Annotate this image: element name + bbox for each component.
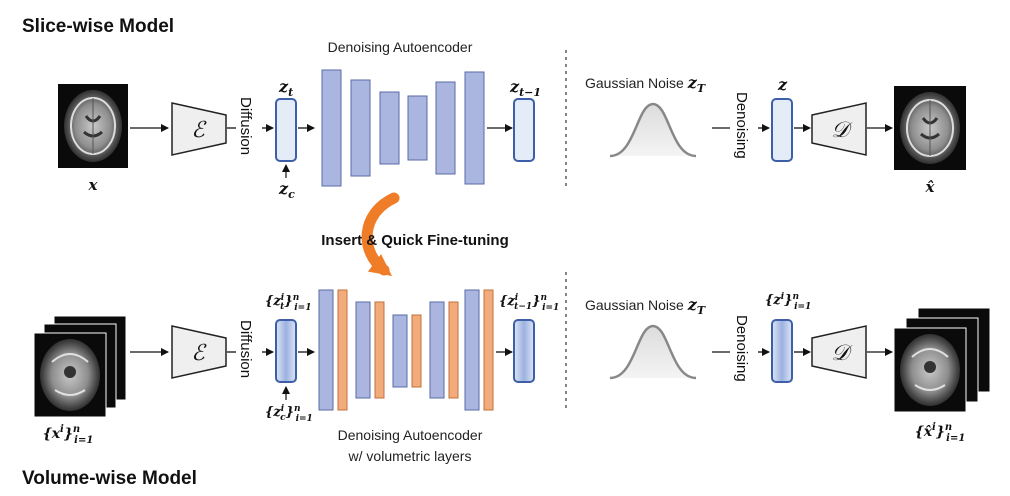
slice-gaussian-fill	[610, 104, 696, 156]
volume-dae-label-line2: w/ volumetric layers	[348, 448, 472, 464]
slice-model-title: Slice-wise Model	[22, 16, 174, 37]
volume-output-label: {x̂i}n i=1	[915, 422, 966, 444]
volume-gaussian-fill	[610, 326, 696, 378]
slice-diffusion-label: Diffusion	[237, 97, 254, 155]
slice-encoder: ℰ	[171, 102, 227, 156]
slice-z-label: z	[777, 75, 788, 94]
volume-decoder: 𝒟	[811, 325, 867, 379]
dae-block	[321, 69, 342, 187]
volume-zt-label: {zi t}n i=1	[265, 293, 312, 313]
volume-dae-label-line1: Denoising Autoencoder	[338, 427, 483, 443]
dae-block	[435, 81, 456, 175]
volumetric-layer	[374, 301, 385, 399]
dae-block	[355, 301, 371, 399]
volume-z-label: {zi}n i=1	[765, 292, 811, 312]
volume-input-label: {xi}n i=1	[43, 424, 94, 446]
decoder-symbol: 𝒟	[831, 118, 853, 143]
volume-gaussian-curve	[609, 324, 697, 380]
slice-zc-label: zc	[278, 179, 295, 201]
decoder-symbol: 𝒟	[831, 341, 853, 366]
volumetric-layer	[337, 289, 348, 411]
slice-zt-latent	[275, 98, 297, 162]
transfer-arrow	[361, 192, 400, 277]
volume-noise-label: Gaussian Noise zT	[585, 295, 706, 317]
slice-decoder: 𝒟	[811, 102, 867, 156]
slice-output-label: x̂	[925, 178, 936, 196]
slice-zt1-label: zt−1	[509, 77, 541, 99]
dae-block	[379, 91, 400, 165]
volume-zt1-latent	[513, 319, 535, 383]
dae-block	[464, 289, 480, 411]
slice-z-latent	[771, 98, 793, 162]
volume-zt1-label: {zi t−1}n i=1	[499, 293, 559, 313]
slice-output-image	[894, 86, 966, 170]
volume-input-stack	[33, 315, 127, 418]
dae-block	[429, 301, 445, 399]
volume-dae	[318, 289, 494, 411]
transfer-label: Insert & Quick Fine-tuning	[321, 232, 509, 249]
slice-gaussian-curve	[609, 102, 697, 158]
volume-model-title: Volume-wise Model	[22, 468, 197, 489]
slice-input-label: x	[88, 176, 99, 194]
encoder-symbol: ℰ	[191, 341, 207, 366]
dae-block	[392, 314, 408, 388]
volume-diffusion-label: Diffusion	[237, 320, 254, 378]
slice-dae-label: Denoising Autoencoder	[328, 39, 473, 55]
dae-block	[350, 79, 371, 177]
dae-block	[318, 289, 334, 411]
volume-output-stack	[893, 307, 991, 413]
volumetric-layer	[411, 314, 422, 388]
slice-denoising-label: Denoising	[733, 92, 750, 159]
slice-dae	[321, 69, 485, 187]
dae-block	[464, 71, 485, 185]
slice-noise-label: Gaussian Noise zT	[585, 73, 706, 95]
volume-zt-latent	[275, 319, 297, 383]
slice-zt1-latent	[513, 98, 535, 162]
encoder-symbol: ℰ	[191, 118, 207, 143]
volume-encoder: ℰ	[171, 325, 227, 379]
volume-denoising-label: Denoising	[733, 315, 750, 382]
slice-input-image	[58, 84, 128, 168]
volumetric-layer	[483, 289, 494, 411]
slice-zt-label: zt	[278, 77, 293, 99]
volume-zc-label: {zi c}n i=1	[265, 404, 313, 424]
volume-z-latent	[771, 319, 793, 383]
dae-block	[407, 95, 428, 161]
volumetric-layer	[448, 301, 459, 399]
